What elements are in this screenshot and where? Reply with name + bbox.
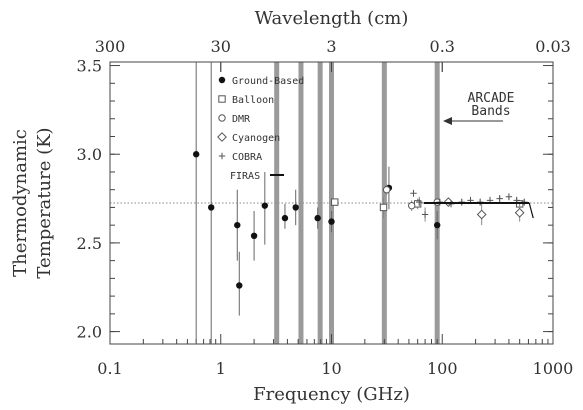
data-point [192,151,200,158]
y-tick-label: 3.5 [77,57,102,76]
data-point [410,190,417,197]
data-point [236,282,243,289]
firas-tail [528,202,534,219]
data-point [476,209,487,220]
data-series [192,62,534,344]
x-tick-label: 10 [321,359,341,378]
top-tick-label: 0.3 [430,37,455,56]
legend-label: DMR [232,114,251,125]
top-tick-label: 3 [326,37,336,56]
legend-entry: Ground-Based [218,76,304,87]
legend-entry: DMR [218,114,251,125]
data-point [261,202,269,209]
legend: Ground-Based Balloon DMR Cyanogen COBRA FIRAS [217,76,304,182]
data-point [281,214,289,222]
data-point [514,207,525,218]
arcade-band [274,62,280,344]
data-point [208,204,215,211]
top-tick-label: 0.03 [535,37,571,56]
data-point [328,218,335,225]
series-cyanogen [443,197,525,226]
annotation-arrowhead [443,117,452,125]
axis-ticks: 0.1 1 10 100 1000 300 30 3 0.3 0.03 2.0 2.5 3.0 3.5 [77,37,574,378]
y-axis-label-line1: Thermodynamic [10,129,31,277]
data-point [433,221,441,229]
data-point [408,201,416,210]
data-point [314,214,321,222]
x-tick-label: 0.1 [97,359,122,378]
annotation-line2: Bands [471,104,510,119]
data-point [379,203,388,212]
y-axis-label-line2: Temperature (K) [34,127,55,278]
data-point [382,185,391,194]
legend-marker [218,76,226,84]
legend-label: FIRAS [230,171,260,182]
data-point [505,193,513,200]
legend-label: Balloon [232,95,274,106]
arcade-band [298,62,304,344]
x-tick-label: 100 [427,359,458,378]
legend-marker [217,132,227,142]
y-tick-label: 2.5 [77,234,102,253]
data-point [331,198,339,206]
data-point [234,221,241,229]
annotation-line1: ARCADE [468,91,515,106]
x-tick-label: 1 [216,359,226,378]
legend-marker [218,152,226,160]
series-firas [423,202,534,219]
legend-label: Ground-Based [232,76,304,87]
legend-marker [218,114,226,122]
legend-entry: COBRA [218,152,262,163]
top-axis-label: Wavelength (cm) [255,8,409,29]
x-axis-label: Frequency (GHz) [253,384,410,405]
legend-marker [218,95,226,103]
series-ground-based [192,62,441,344]
legend-entry: Cyanogen [217,132,280,144]
legend-entry: FIRAS [230,171,284,182]
data-point [496,195,503,202]
arcade-annotation: ARCADE Bands [443,91,514,125]
data-point [250,232,258,240]
legend-label: COBRA [232,152,262,163]
y-tick-label: 2.0 [77,323,102,342]
data-point [292,204,299,211]
data-point [416,198,423,206]
data-point [421,211,429,218]
legend-entry: Balloon [218,95,274,106]
x-tick-label: 1000 [533,359,574,378]
top-tick-label: 30 [211,37,231,56]
series-cobra [410,189,528,222]
legend-label: Cyanogen [232,133,280,144]
top-tick-label: 300 [95,37,126,56]
y-tick-label: 3.0 [77,145,102,164]
